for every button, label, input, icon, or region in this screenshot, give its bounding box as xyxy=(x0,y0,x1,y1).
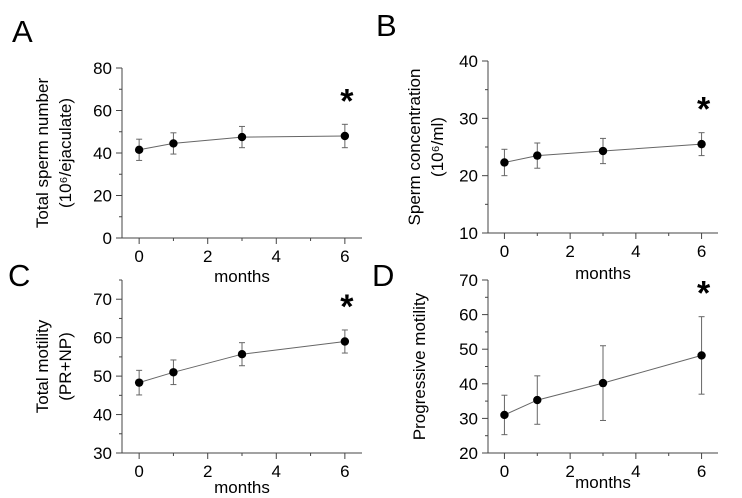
series-line xyxy=(138,341,345,384)
significance-marker: * xyxy=(340,288,354,326)
y-tick-label: 70 xyxy=(93,290,112,309)
y-tick-label: 20 xyxy=(459,444,478,463)
x-tick-label: 0 xyxy=(134,247,143,266)
data-point xyxy=(598,378,608,388)
data-point xyxy=(697,139,706,149)
x-tick-label: 2 xyxy=(565,462,574,481)
y-tick-label: 40 xyxy=(93,406,112,425)
panel-d: D 20 30 40 50 60 70 0 2 4 6 months Progressive motil… xyxy=(372,258,718,492)
y-tick-label: 30 xyxy=(459,409,478,428)
x-tick-label: 4 xyxy=(272,462,281,481)
y-tick-label: 80 xyxy=(93,59,112,78)
y-axis-title: Sperm concentration xyxy=(405,69,424,226)
y-tick-label: 0 xyxy=(103,229,112,248)
y-axis-title-unit: (10⁶/ejaculate) xyxy=(56,98,75,208)
x-tick-label: 4 xyxy=(272,247,281,266)
y-axis-title: Progressive motility xyxy=(410,292,429,440)
x-tick-label: 6 xyxy=(697,462,706,481)
y-tick-label: 60 xyxy=(459,306,478,325)
panel-label: A xyxy=(12,14,33,49)
y-tick-label: 50 xyxy=(93,367,112,386)
significance-marker: * xyxy=(697,91,711,129)
y-tick-label: 40 xyxy=(459,375,478,394)
y-tick-label: 60 xyxy=(93,329,112,348)
panel-label: C xyxy=(8,258,30,293)
data-point xyxy=(340,337,350,346)
significance-marker: * xyxy=(697,275,711,313)
series-line xyxy=(504,143,702,163)
data-point xyxy=(533,151,542,160)
panel-c: C 30 40 50 60 70 0 2 4 6 months Total motility (PR+N… xyxy=(8,258,362,497)
x-tick-label: 0 xyxy=(500,242,509,261)
data-point xyxy=(237,349,247,359)
x-tick-label: 0 xyxy=(500,462,509,481)
data-point xyxy=(340,131,350,141)
y-tick-label: 20 xyxy=(93,187,112,206)
panel-label: B xyxy=(376,8,397,43)
data-point xyxy=(169,139,178,148)
data-point xyxy=(134,145,144,155)
data-point xyxy=(533,395,542,405)
panel-label: D xyxy=(372,258,394,293)
panel-b: B 10 20 30 40 0 2 4 6 months Sperm concentration (1… xyxy=(376,8,718,283)
y-tick-label: 60 xyxy=(93,102,112,121)
y-tick-label: 30 xyxy=(93,444,112,463)
x-tick-label: 4 xyxy=(631,462,640,481)
x-tick-label: 4 xyxy=(631,242,640,261)
x-axis-title: months xyxy=(575,264,631,283)
y-axis-title-unit: (PR+NP) xyxy=(56,332,75,400)
y-axis-title: Total motility xyxy=(33,319,52,413)
data-point xyxy=(237,132,247,142)
series-line xyxy=(504,354,702,416)
panel-a: A 0 20 40 60 80 0 2 4 6 months Total sperm number (1… xyxy=(12,14,362,286)
y-tick-label: 20 xyxy=(459,167,478,186)
x-axis-title: months xyxy=(575,473,631,492)
y-tick-label: 40 xyxy=(459,52,478,71)
data-point xyxy=(500,410,509,420)
x-tick-label: 6 xyxy=(340,462,349,481)
y-axis-title: Total sperm number xyxy=(33,78,52,229)
data-point xyxy=(500,158,509,167)
y-tick-label: 40 xyxy=(93,144,112,163)
series-line xyxy=(139,135,345,151)
data-point xyxy=(697,351,706,360)
data-point xyxy=(134,378,144,387)
x-tick-label: 6 xyxy=(697,242,706,261)
x-tick-label: 2 xyxy=(203,462,212,481)
x-axis-title: months xyxy=(214,478,270,497)
x-tick-label: 2 xyxy=(203,247,212,266)
x-tick-label: 0 xyxy=(134,462,143,481)
data-point xyxy=(169,368,178,377)
y-axis-title-unit: (10⁶/ml) xyxy=(428,117,447,177)
data-point xyxy=(598,146,608,156)
x-tick-label: 2 xyxy=(565,242,574,261)
significance-marker: * xyxy=(340,82,354,120)
y-tick-label: 70 xyxy=(459,271,478,290)
x-axis-title: months xyxy=(214,267,270,286)
y-tick-label: 10 xyxy=(459,224,478,243)
y-tick-label: 30 xyxy=(459,109,478,128)
y-tick-label: 50 xyxy=(459,340,478,359)
x-tick-label: 6 xyxy=(340,247,349,266)
